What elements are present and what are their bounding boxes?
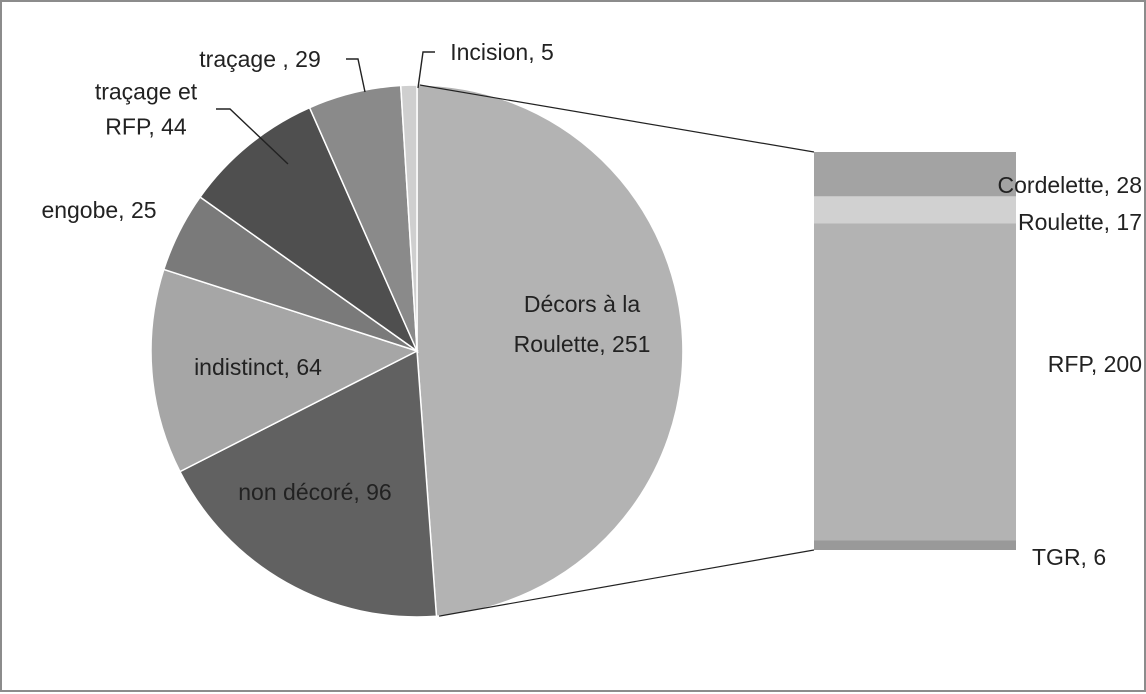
pie-label-decors-a-la-roulette: Décors à la Roulette, 251 xyxy=(514,291,651,357)
bar-label-cordelette: Cordelette, 28 xyxy=(998,172,1142,198)
bar-segments xyxy=(814,152,1016,550)
leader-line-incision xyxy=(417,51,435,89)
data-labels: Décors à la Roulette, 251 non décoré, 96 in… xyxy=(41,39,1142,570)
pie-slices xyxy=(150,84,684,618)
bar-label-tgr: TGR, 6 xyxy=(1032,544,1106,570)
pie-label-incision: Incision, 5 xyxy=(450,39,554,65)
pie-label-engobe: engobe, 25 xyxy=(41,197,156,223)
connector-lines xyxy=(419,84,815,617)
pie-label-tracage: traçage , 29 xyxy=(199,46,320,72)
bar-label-roulette: Roulette, 17 xyxy=(1018,209,1142,235)
pie-slice-non-decore xyxy=(178,349,438,618)
pie-label-tracage-et-rfp: traçage et RFP, 44 xyxy=(95,79,198,140)
bar-segment-tgr xyxy=(814,540,1016,550)
pie-slice-tracage-et-rfp xyxy=(199,106,419,354)
pie-label-non-decore: non décoré, 96 xyxy=(238,479,391,505)
pie-slice-decors-a-la-roulette xyxy=(416,84,684,618)
pie-slice-indistinct xyxy=(150,268,419,473)
connector-line-bottom xyxy=(438,549,815,617)
label-leader-lines xyxy=(216,51,435,165)
leader-line-tracage xyxy=(346,58,366,93)
pie-label-indistinct: indistinct, 64 xyxy=(194,354,322,380)
pie-slice-incision xyxy=(399,84,418,352)
bar-segment-roulette xyxy=(814,196,1016,224)
bar-label-rfp: RFP, 200 xyxy=(1048,351,1142,377)
connector-line-top xyxy=(419,84,815,153)
leader-line-tracage-et-rfp xyxy=(216,108,289,165)
bar-segment-rfp xyxy=(814,223,1016,541)
bar-segment-cordelette xyxy=(814,152,1016,197)
